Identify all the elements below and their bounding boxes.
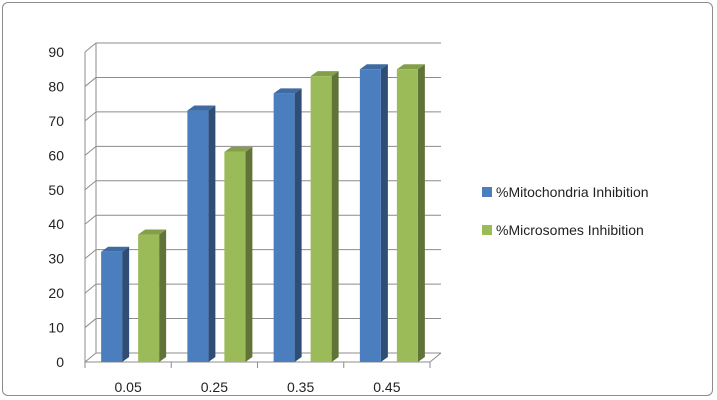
gridline-side	[85, 215, 96, 224]
x-tick-label: 0.05	[115, 379, 142, 395]
legend-swatch-mitochondria	[482, 187, 492, 197]
gridline-side	[85, 181, 96, 190]
bar-front	[397, 69, 418, 362]
bar-front	[187, 111, 208, 362]
gridline-side	[85, 43, 96, 52]
bar	[138, 230, 166, 362]
bar-side	[208, 106, 215, 362]
y-tick-label: 90	[48, 44, 64, 60]
bar-side	[245, 147, 252, 362]
bar-front	[311, 76, 332, 362]
bar	[224, 147, 252, 362]
bar-side	[332, 71, 339, 362]
bar-side	[159, 230, 166, 362]
bar	[187, 106, 215, 362]
x-tick-label: 0.25	[201, 379, 228, 395]
bar	[360, 64, 388, 362]
gridline-side	[85, 77, 96, 86]
bar-front	[101, 252, 122, 362]
gridline-side	[85, 250, 96, 259]
bars	[101, 64, 425, 362]
x-tick-label: 0.45	[373, 379, 400, 395]
y-tick-label: 70	[48, 113, 64, 129]
bar-front	[224, 152, 245, 362]
y-tick-label: 40	[48, 216, 64, 232]
y-tick-label: 50	[48, 182, 64, 198]
gridline-side	[85, 284, 96, 293]
y-tick-label: 0	[56, 354, 64, 370]
x-tick-label: 0.35	[287, 379, 314, 395]
y-tick-labels: 0 10 20 30 40 50 60 70 80 90	[48, 44, 64, 370]
bar	[311, 71, 339, 362]
x-tick-labels: 0.05 0.25 0.35 0.45	[115, 379, 401, 395]
bar	[274, 88, 302, 362]
bar-front	[138, 235, 159, 362]
legend-label-microsomes: %Microsomes Inhibition	[496, 222, 644, 238]
y-tick-label: 20	[48, 285, 64, 301]
bar-side	[418, 64, 425, 362]
legend-swatch-microsomes	[482, 225, 492, 235]
bar	[397, 64, 425, 362]
bar	[101, 247, 129, 362]
bar-side	[381, 64, 388, 362]
bar-front	[360, 69, 381, 362]
bar-side	[295, 88, 302, 362]
bar-side	[122, 247, 129, 362]
bar-front	[274, 93, 295, 362]
gridline-side	[85, 146, 96, 155]
legend: %Mitochondria Inhibition %Microsomes Inh…	[482, 184, 649, 238]
legend-label-mitochondria: %Mitochondria Inhibition	[496, 184, 649, 200]
y-tick-label: 80	[48, 78, 64, 94]
y-tick-label: 30	[48, 251, 64, 267]
y-tick-label: 10	[48, 320, 64, 336]
gridline-side	[85, 112, 96, 121]
gridline-side	[85, 319, 96, 328]
floor-right-edge	[430, 353, 441, 362]
gridline-side	[85, 353, 96, 362]
y-tick-label: 60	[48, 147, 64, 163]
